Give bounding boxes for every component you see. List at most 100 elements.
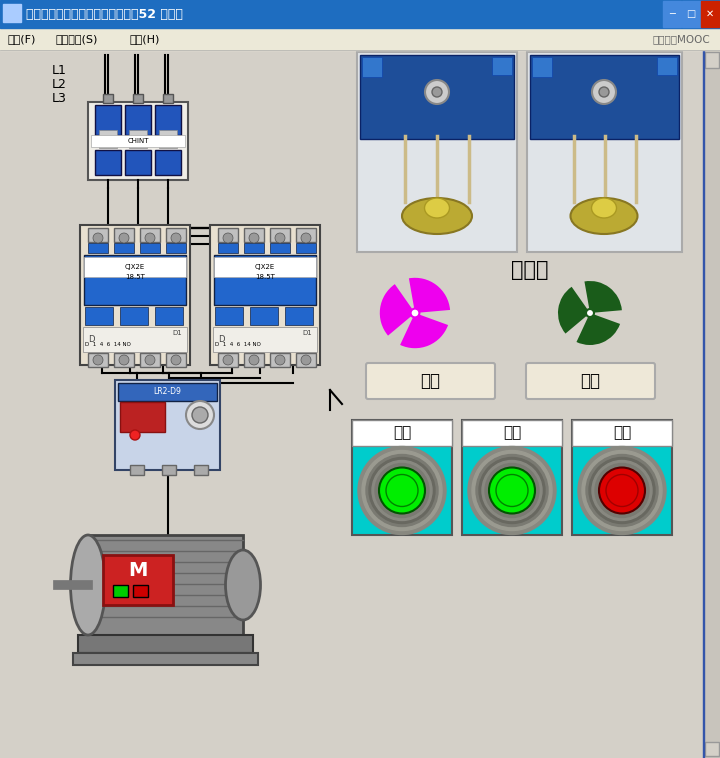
Circle shape	[496, 475, 528, 506]
Circle shape	[275, 355, 285, 365]
Bar	[270, 243, 290, 253]
Bar	[250, 307, 278, 325]
Circle shape	[145, 355, 155, 365]
Bar	[572, 420, 672, 446]
Bar	[214, 257, 316, 277]
Bar	[88, 353, 108, 367]
Bar	[125, 150, 151, 175]
Bar	[705, 52, 719, 68]
Bar	[99, 130, 117, 148]
Ellipse shape	[570, 198, 637, 234]
Bar	[140, 228, 160, 242]
Wedge shape	[400, 313, 448, 348]
Bar	[91, 135, 185, 147]
Bar	[159, 130, 177, 148]
Text: D1: D1	[302, 330, 312, 336]
Circle shape	[479, 458, 545, 524]
FancyBboxPatch shape	[366, 363, 495, 399]
Circle shape	[119, 355, 129, 365]
Circle shape	[485, 463, 539, 518]
Bar	[166, 243, 186, 253]
Text: D  1  4  6  14 NO: D 1 4 6 14 NO	[85, 343, 131, 347]
Circle shape	[362, 450, 442, 531]
Bar	[114, 243, 134, 253]
Circle shape	[489, 468, 535, 513]
Bar	[215, 307, 243, 325]
Circle shape	[275, 233, 285, 243]
Circle shape	[606, 475, 638, 506]
Bar	[218, 243, 238, 253]
Text: D  1  4  6  14 NO: D 1 4 6 14 NO	[215, 343, 261, 347]
FancyBboxPatch shape	[526, 363, 655, 399]
Bar	[296, 228, 316, 242]
Circle shape	[223, 355, 233, 365]
Text: 关闭: 关闭	[420, 372, 440, 390]
Bar	[83, 327, 187, 352]
Circle shape	[375, 463, 429, 518]
Text: ─: ─	[669, 9, 675, 19]
Circle shape	[482, 461, 542, 521]
Bar	[357, 52, 517, 252]
Circle shape	[358, 446, 446, 534]
Bar	[210, 225, 320, 365]
Bar	[114, 228, 134, 242]
Bar	[213, 327, 317, 352]
Text: □: □	[686, 9, 696, 19]
Bar	[527, 52, 682, 252]
Circle shape	[472, 450, 552, 531]
Bar	[701, 1, 719, 27]
Circle shape	[171, 233, 181, 243]
Circle shape	[476, 455, 548, 527]
Circle shape	[93, 355, 103, 365]
Circle shape	[130, 430, 140, 440]
Circle shape	[410, 309, 419, 318]
Bar	[194, 465, 208, 475]
Circle shape	[366, 455, 438, 527]
Bar	[88, 243, 108, 253]
Circle shape	[119, 233, 129, 243]
Circle shape	[386, 475, 418, 506]
Bar	[244, 353, 264, 367]
Bar	[140, 243, 160, 253]
Bar	[84, 257, 186, 277]
Bar	[218, 353, 238, 367]
Wedge shape	[380, 284, 415, 336]
Bar	[133, 94, 143, 103]
Text: L2: L2	[52, 77, 67, 90]
Text: D: D	[218, 336, 225, 344]
Bar	[120, 402, 165, 432]
Ellipse shape	[225, 550, 261, 620]
Ellipse shape	[592, 198, 616, 218]
Circle shape	[249, 233, 259, 243]
Bar	[682, 1, 700, 27]
Wedge shape	[577, 313, 620, 345]
Bar	[352, 420, 452, 446]
Text: 文件(F): 文件(F)	[8, 34, 37, 44]
Bar	[704, 50, 720, 758]
Bar	[296, 243, 316, 253]
Text: 停止: 停止	[613, 425, 631, 440]
Circle shape	[468, 446, 556, 534]
Text: 18.5T: 18.5T	[125, 274, 145, 280]
Bar	[166, 353, 186, 367]
Bar	[270, 228, 290, 242]
Bar	[244, 228, 264, 242]
Ellipse shape	[425, 198, 449, 218]
Text: 正转: 正转	[393, 425, 411, 440]
Circle shape	[249, 355, 259, 365]
Circle shape	[93, 233, 103, 243]
Circle shape	[592, 461, 652, 521]
Bar	[103, 555, 173, 605]
Bar	[657, 57, 677, 75]
Circle shape	[586, 309, 594, 317]
Circle shape	[379, 468, 425, 513]
Circle shape	[432, 87, 442, 97]
Bar	[103, 94, 113, 103]
Bar	[663, 1, 681, 27]
Circle shape	[369, 458, 435, 524]
Wedge shape	[558, 287, 590, 334]
Wedge shape	[585, 281, 622, 313]
Circle shape	[372, 461, 432, 521]
Circle shape	[171, 355, 181, 365]
Bar	[530, 55, 679, 139]
